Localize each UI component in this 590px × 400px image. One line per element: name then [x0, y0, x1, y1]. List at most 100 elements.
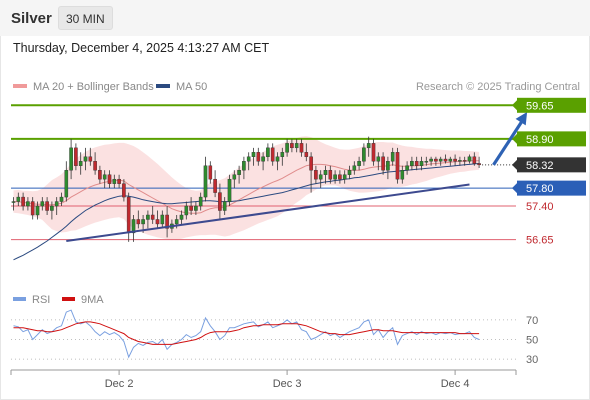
- timeframe-button[interactable]: 30 MIN: [58, 6, 113, 30]
- candles-layer: [11, 136, 481, 242]
- candle: [150, 206, 155, 224]
- candle: [213, 170, 217, 198]
- candle: [35, 201, 40, 220]
- candle-body: [179, 214, 184, 220]
- candle: [362, 143, 366, 166]
- candle: [93, 152, 97, 175]
- candle-body: [366, 143, 371, 149]
- candle-body: [232, 174, 237, 180]
- candle: [352, 161, 357, 175]
- candle-body: [338, 174, 342, 180]
- candle: [146, 210, 150, 229]
- candle: [338, 170, 342, 184]
- rsi-legend-swatch-0: [13, 297, 26, 301]
- level-badge-58.90: [517, 131, 586, 147]
- candle: [467, 154, 472, 164]
- candle: [160, 210, 165, 229]
- candle-body: [410, 161, 414, 166]
- candle-body: [184, 205, 189, 216]
- candle-body: [472, 156, 477, 164]
- chart-credit: Research © 2025 Trading Central: [416, 81, 580, 93]
- level-label-57.40: 57.40: [526, 201, 554, 213]
- candle-body: [45, 201, 49, 211]
- candle: [232, 170, 237, 189]
- candle: [189, 197, 193, 215]
- candle-body: [438, 158, 443, 162]
- candle: [477, 156, 481, 168]
- candle-body: [362, 147, 366, 162]
- candle: [285, 138, 289, 157]
- candle: [405, 161, 409, 175]
- candle-body: [405, 165, 409, 171]
- candle-body: [189, 205, 193, 211]
- candle: [395, 147, 400, 184]
- candle: [400, 165, 405, 184]
- candle-body: [93, 161, 97, 171]
- candle-body: [386, 161, 390, 171]
- rsi-legend-entry: RSI: [32, 294, 50, 306]
- candle-body: [227, 178, 232, 202]
- candle-body: [318, 174, 323, 180]
- candle-body: [328, 170, 333, 180]
- candle-body: [98, 170, 102, 180]
- candle-body: [246, 156, 251, 162]
- candle-body: [126, 196, 131, 234]
- level-badge-59.65: [517, 97, 586, 113]
- time-axis: Dec 2 Dec 3 Dec 4: [10, 369, 517, 390]
- candle-body: [83, 156, 88, 162]
- candle-body: [64, 170, 69, 198]
- candle-body: [352, 165, 357, 171]
- candle: [366, 136, 371, 157]
- candle-body: [222, 201, 227, 211]
- rsi-tick: 70: [526, 315, 538, 327]
- candle-body: [376, 156, 381, 162]
- candle: [270, 143, 275, 166]
- candle-body: [50, 205, 54, 211]
- candle-body: [30, 201, 35, 216]
- candle-body: [251, 152, 256, 157]
- legend-entry: MA 20 + Bollinger Bands: [33, 81, 154, 93]
- candle: [472, 152, 477, 166]
- candle-body: [146, 214, 150, 220]
- candle: [290, 138, 294, 153]
- candle-body: [54, 201, 59, 207]
- candle: [390, 147, 395, 166]
- candle-body: [477, 163, 481, 166]
- candle: [280, 147, 285, 166]
- candle: [448, 156, 453, 166]
- level-badges-layer: 59.65 58.90 58.32 57.80 57.40 56.65: [512, 97, 586, 247]
- candle: [256, 147, 261, 166]
- candle-body: [69, 147, 73, 171]
- candle: [107, 170, 112, 189]
- candle-body: [88, 156, 93, 162]
- candle-body: [165, 214, 169, 229]
- candle-body: [381, 156, 385, 171]
- candle: [438, 156, 443, 166]
- candle-body: [294, 143, 299, 149]
- candle-body: [266, 147, 270, 157]
- candle: [314, 165, 318, 184]
- candle: [424, 156, 429, 166]
- rsi-line: [13, 309, 480, 359]
- candle: [462, 156, 467, 166]
- legend-entry: MA 50: [176, 81, 207, 93]
- candle: [218, 183, 222, 220]
- candle: [40, 197, 45, 211]
- candle-body: [357, 161, 361, 166]
- time-axis-label: Dec 2: [105, 378, 134, 390]
- candle: [64, 161, 69, 202]
- chart-datetime: Thursday, December 4, 2025 4:13:27 AM CE…: [13, 41, 270, 55]
- candle-body: [150, 214, 155, 220]
- candle: [323, 165, 328, 184]
- candle: [304, 143, 309, 162]
- candle-body: [429, 158, 433, 162]
- candle: [376, 152, 381, 171]
- candle: [194, 201, 198, 215]
- candle: [16, 192, 21, 207]
- candle: [347, 165, 352, 180]
- candle: [112, 174, 117, 189]
- candle: [309, 152, 313, 193]
- rsi-panel: 70 50 30 RSI 9MA: [11, 294, 538, 366]
- candle-body: [78, 161, 83, 166]
